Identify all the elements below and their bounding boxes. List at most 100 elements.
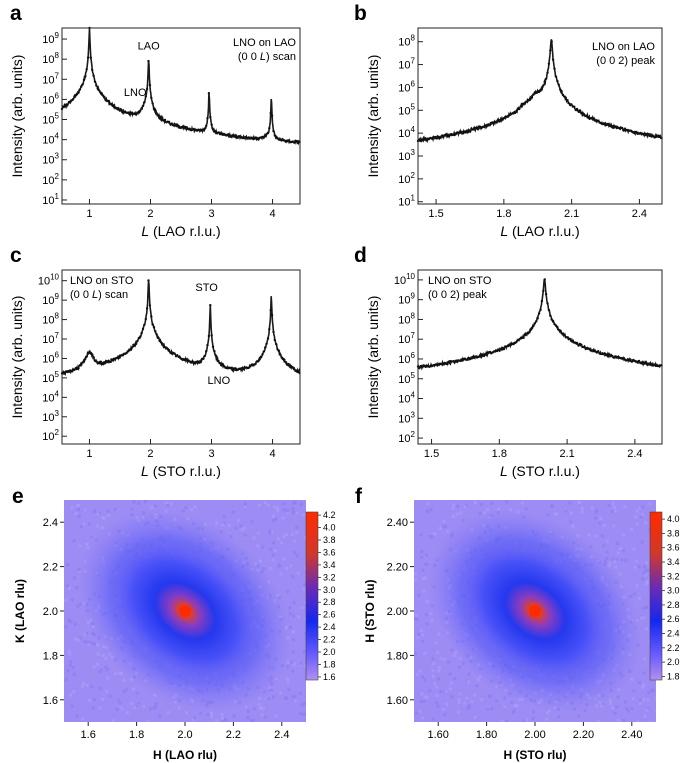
data-point (82, 359, 86, 362)
heatmap-noise (443, 713, 447, 716)
chart-e: e 1.6 1.8 2.0 2.2 2.4 1.6 1.8 2.0 2.2 2.4 H (LAO rl… (12, 485, 336, 762)
heatmap-noise (448, 687, 452, 691)
heatmap-noise (426, 509, 430, 513)
heatmap-noise (602, 524, 606, 527)
data-point (553, 67, 556, 70)
heatmap-noise (106, 676, 110, 680)
heatmap-noise (96, 662, 99, 666)
data-point (566, 336, 569, 339)
colorbar-tick-label: 2.4 (323, 622, 336, 632)
data-point (533, 322, 536, 325)
heatmap-noise (81, 717, 85, 721)
data-point (529, 328, 532, 331)
heatmap-noise (423, 695, 427, 699)
heatmap-noise (118, 671, 122, 675)
heatmap-noise (306, 503, 309, 506)
heatmap-noise (648, 502, 652, 506)
x-tick-label: 1.8 (492, 448, 507, 460)
data-point (284, 361, 287, 364)
x-tick-label: 1.8 (496, 208, 511, 220)
heatmap-noise (177, 706, 181, 710)
data-point (232, 369, 235, 372)
heatmap-noise (613, 510, 617, 513)
heatmap-noise (614, 565, 618, 569)
heatmap-noise (90, 685, 94, 689)
y-tick-label: 101 (42, 192, 59, 207)
data-point (447, 135, 451, 138)
heatmap-noise (612, 524, 616, 528)
data-point (629, 358, 632, 361)
heatmap-noise (164, 501, 168, 505)
data-point (229, 366, 233, 369)
heatmap-noise (75, 504, 79, 507)
y-tick-label: 102 (398, 430, 415, 445)
heatmap-noise (624, 558, 628, 562)
plot-frame-d (417, 269, 663, 445)
heatmap-noise (295, 525, 299, 529)
heatmap-noise (105, 668, 109, 672)
heatmap-noise (120, 672, 124, 676)
data-point (573, 105, 576, 109)
heatmap-noise (457, 697, 461, 701)
colorbar-tick-label: 1.8 (323, 659, 336, 669)
data-point (580, 343, 583, 346)
data-point (151, 323, 154, 326)
data-point (418, 366, 421, 370)
data-point (466, 358, 469, 361)
heatmap-noise (210, 711, 213, 715)
heatmap-noise (291, 695, 295, 698)
heatmap-noise (122, 678, 126, 682)
data-point (268, 127, 271, 130)
data-point (156, 114, 160, 117)
heatmap-noise (647, 528, 651, 532)
heatmap-noise (146, 720, 150, 722)
data-point (457, 131, 460, 135)
data-point (636, 361, 639, 364)
heatmap-noise (299, 662, 303, 666)
heatmap-noise (272, 541, 276, 545)
heatmap-noise (645, 580, 649, 583)
data-point (539, 89, 542, 92)
chart-d: d 1.5 1.8 2.1 2.4 102 103 104 105 106 107 108 109 101… (354, 244, 663, 479)
heatmap-noise (135, 691, 139, 695)
heatmap-noise (437, 632, 441, 636)
heatmap-noise (640, 616, 643, 620)
heatmap-noise (253, 707, 257, 711)
heatmap-noise (262, 707, 266, 711)
heatmap-noise (474, 501, 477, 504)
heatmap-noise (68, 664, 72, 667)
heatmap-noise (510, 701, 514, 704)
data-point (207, 334, 211, 338)
data-point (202, 357, 205, 360)
colorbar-e (305, 511, 319, 681)
heatmap-noise (531, 716, 535, 720)
data-point (92, 74, 95, 78)
data-point (575, 341, 579, 345)
annotation-line2-c: (0 0 L) scan (70, 289, 128, 301)
heatmap-noise (618, 572, 622, 576)
heatmap-noise (276, 537, 280, 541)
x-tick-label: 1.6 (81, 729, 96, 741)
heatmap-noise (286, 589, 290, 593)
heatmap-noise (436, 705, 440, 708)
colorbar-tick-label: 3.0 (667, 586, 680, 596)
x-axis-label-c: L (STO r.l.u.) (141, 463, 221, 479)
heatmap-noise (169, 502, 173, 506)
data-point (144, 95, 147, 98)
data-point (542, 289, 545, 293)
data-point (515, 340, 518, 344)
heatmap-noise (414, 613, 418, 617)
data-point (155, 333, 158, 336)
heatmap-noise (96, 652, 100, 656)
heatmap-noise (610, 510, 614, 514)
y-tick-label: 1010 (38, 273, 60, 288)
heatmap-noise (416, 635, 420, 639)
data-point (211, 345, 215, 348)
y-axis-label-c: Intensity (arb. units) (9, 296, 25, 419)
heatmap-noise (282, 502, 286, 506)
heatmap-noise (421, 633, 425, 637)
colorbar-tick-label: 3.8 (667, 528, 680, 538)
data-point (242, 367, 245, 371)
heatmap-noise (490, 501, 494, 505)
data-point (143, 323, 146, 326)
